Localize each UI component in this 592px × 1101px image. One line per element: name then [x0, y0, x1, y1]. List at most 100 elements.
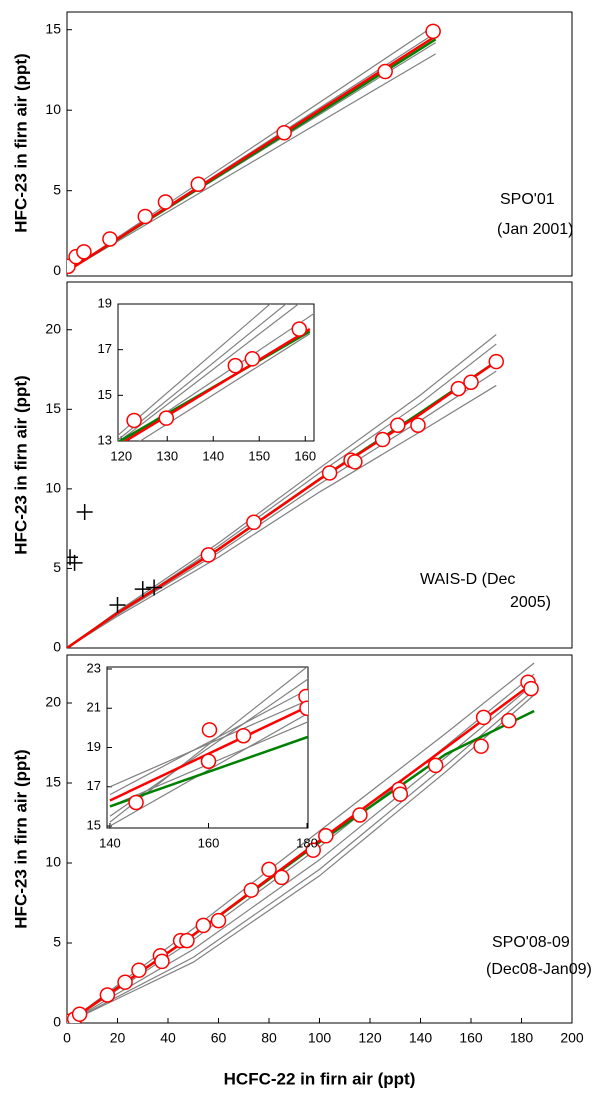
inset: 15 17 19 21 23 140 160 180	[87, 660, 318, 850]
model-line	[67, 24, 436, 272]
x-tick-label: 200	[560, 1030, 584, 1046]
x-tick-label: 160	[459, 1030, 483, 1046]
y-tick-label: 17	[87, 778, 101, 793]
model-line	[109, 699, 308, 788]
circle-marker	[154, 953, 170, 970]
annotation: (Jan 2001)	[497, 221, 574, 238]
y-tick-label: 0	[53, 1014, 61, 1030]
plot-area	[117, 303, 315, 442]
circle-marker	[137, 208, 154, 225]
annotation: SPO'01	[500, 191, 555, 208]
circle-marker	[427, 757, 444, 774]
y-tick-label: 5	[53, 934, 61, 950]
model-line	[118, 304, 287, 441]
x-tick-label: 140	[409, 1030, 433, 1046]
x-tick-label: 130	[156, 448, 178, 463]
x-tick-label: 60	[211, 1030, 227, 1046]
y-tick-label: 15	[45, 774, 61, 790]
y-tick-label: 20	[45, 320, 61, 336]
circle-marker	[200, 753, 217, 769]
circle-marker	[390, 417, 406, 433]
circle-marker	[71, 1006, 88, 1022]
circle-marker	[392, 786, 409, 802]
y-tick-label: 15	[45, 400, 61, 416]
model-line	[67, 681, 535, 1023]
circle-marker	[210, 912, 227, 929]
y-tick-label: 17	[98, 341, 112, 356]
cross-marker	[109, 597, 126, 614]
circle-marker	[450, 380, 467, 397]
circle-marker	[102, 231, 118, 247]
y-axis-label: HFC-23 in firn air (ppt)	[11, 749, 30, 928]
model-line	[118, 304, 300, 441]
plot-content	[67, 662, 539, 1023]
circle-marker	[377, 63, 393, 80]
model-line	[67, 35, 437, 273]
inset: 13 15 17 19 120 130 140 150 160	[98, 295, 317, 463]
y-tick-label: 19	[87, 739, 101, 754]
y-tick-label: 20	[45, 694, 61, 710]
circle-marker	[246, 514, 262, 531]
model-line	[139, 333, 311, 441]
x-tick-label: 160	[294, 448, 316, 463]
model-line	[118, 304, 271, 437]
circle-marker	[299, 700, 308, 716]
annotation: WAIS-D (Dec	[420, 571, 515, 588]
circle-marker	[157, 194, 174, 210]
annotation: 2005)	[510, 594, 551, 611]
plot-content	[109, 667, 308, 827]
annotation: (Dec08-Jan09)	[486, 961, 592, 978]
circle-marker	[463, 374, 479, 391]
circle-marker	[347, 454, 363, 470]
plot-area	[66, 11, 573, 277]
circle-marker	[501, 712, 517, 729]
cross-marker	[67, 554, 83, 571]
circle-marker	[276, 124, 292, 141]
x-tick-label: 140	[202, 448, 224, 463]
model-line	[67, 384, 497, 648]
circle-marker	[76, 244, 92, 260]
model-line	[67, 360, 497, 648]
x-tick-label: 0	[63, 1030, 71, 1046]
circle-marker	[523, 680, 539, 697]
x-tick-label: 40	[160, 1030, 176, 1046]
model-line	[109, 688, 308, 796]
circle-marker	[321, 465, 338, 481]
y-tick-label: 10	[45, 480, 61, 496]
circle-marker	[273, 869, 290, 886]
y-tick-label: 15	[87, 817, 101, 832]
x-tick-label: 20	[110, 1030, 126, 1046]
circle-marker	[179, 932, 195, 949]
x-tick-label: 120	[110, 448, 132, 463]
circle-marker	[126, 412, 142, 429]
y-axis-label: HFC-23 in firn air (ppt)	[11, 53, 30, 232]
model-line	[67, 53, 436, 272]
model-line	[109, 705, 308, 802]
circle-marker	[131, 962, 147, 978]
circle-marker	[352, 807, 368, 823]
y-tick-label: 13	[98, 432, 112, 447]
cross-marker	[134, 581, 151, 598]
y-axis-label: HFC-23 in firn air (ppt)	[11, 375, 30, 554]
cross-marker	[146, 579, 163, 596]
y-tick-label: 0	[53, 262, 61, 278]
circle-marker	[235, 727, 252, 744]
circle-marker	[195, 917, 212, 934]
circle-marker	[244, 351, 261, 367]
circle-marker	[158, 410, 175, 426]
circle-marker	[473, 738, 489, 754]
panel: 0 5 10 15 HFC-23 in firn air (ppt) SPO'01 (Jan…	[11, 11, 574, 278]
x-axis-label: HCFC-22 in firn air (ppt)	[224, 1069, 416, 1088]
x-tick-label: 120	[358, 1030, 382, 1046]
x-tick-label: 180	[296, 835, 318, 850]
y-tick-label: 21	[87, 700, 101, 715]
x-tick-label: 140	[99, 835, 121, 850]
y-tick-label: 15	[45, 20, 61, 36]
circle-marker	[99, 987, 116, 1003]
circle-marker	[243, 882, 260, 898]
annotation: SPO'08-09	[492, 934, 570, 951]
y-tick-label: 0	[53, 639, 61, 655]
model-line	[67, 683, 535, 1023]
